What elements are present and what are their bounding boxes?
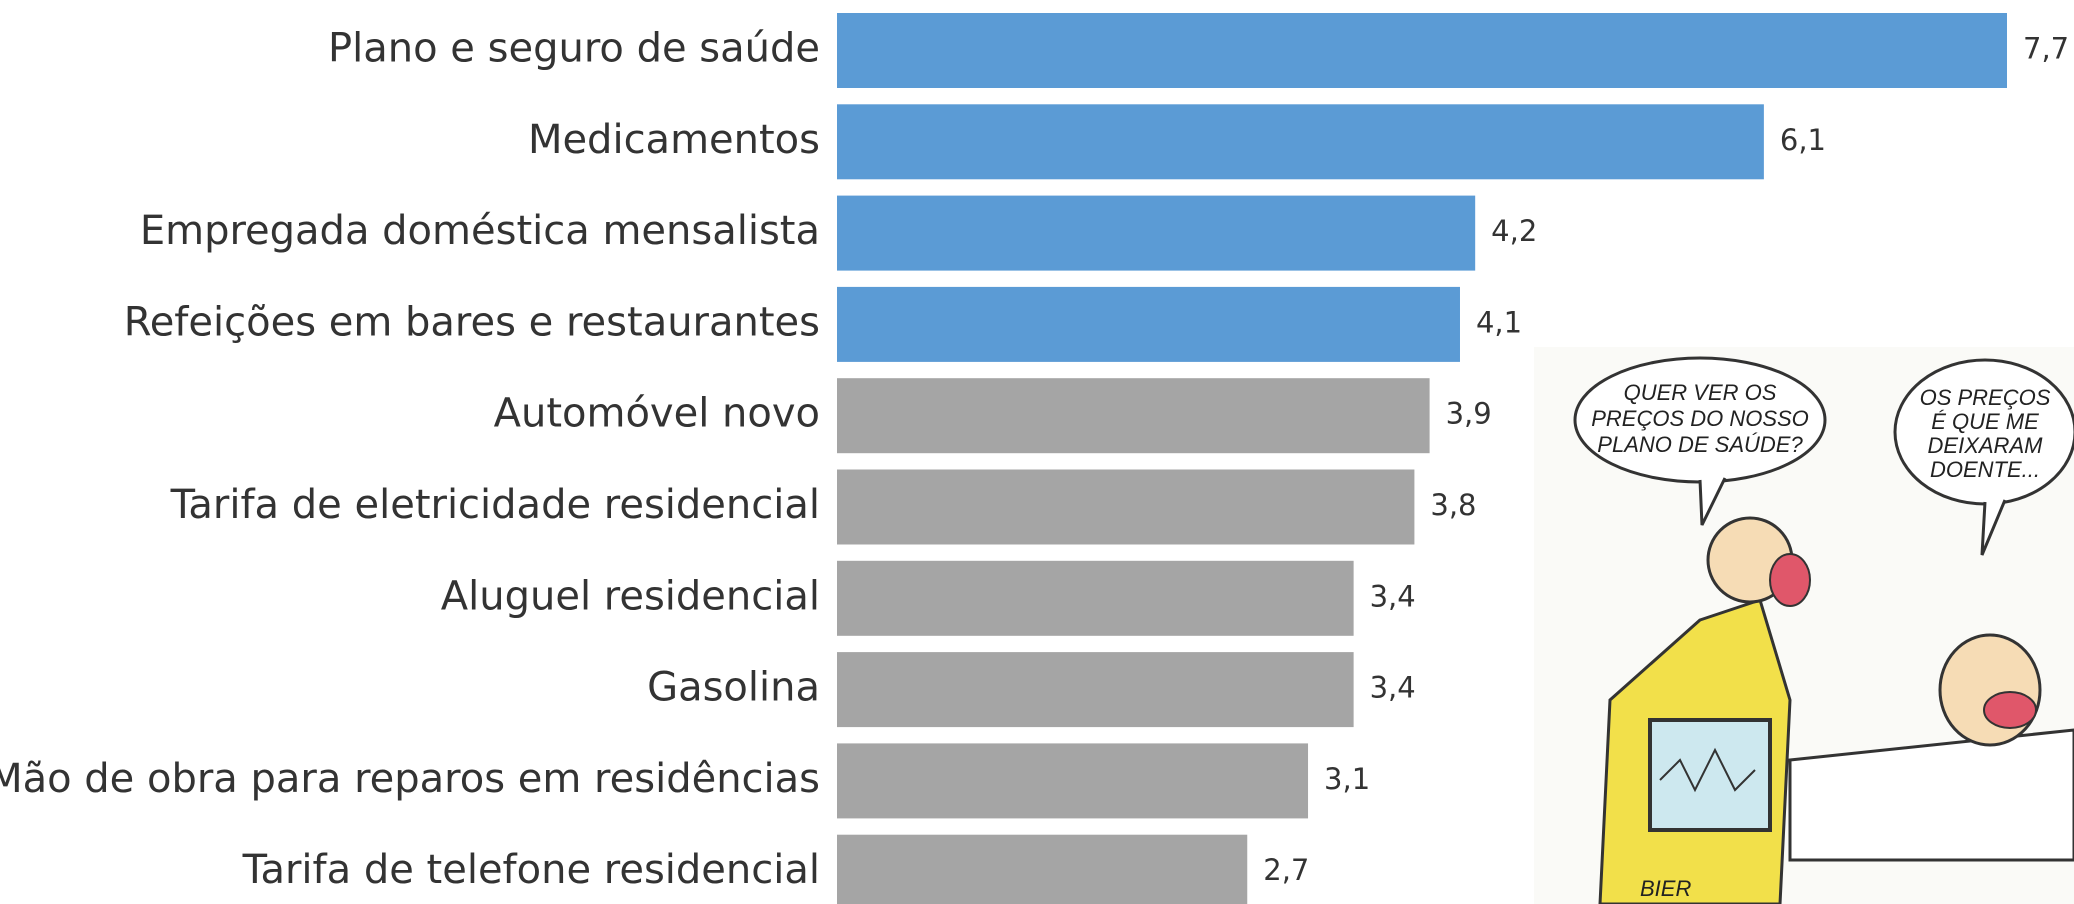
bar bbox=[837, 743, 1309, 819]
bar bbox=[837, 195, 1476, 271]
category-label: Gasolina bbox=[647, 665, 820, 711]
speech-text: QUER VER OS bbox=[1624, 380, 1777, 405]
value-label: 3,9 bbox=[1446, 397, 1492, 431]
value-label: 6,1 bbox=[1780, 123, 1826, 157]
category-label: Aluguel residencial bbox=[441, 573, 820, 619]
speech-text: É QUE ME bbox=[1931, 409, 2039, 434]
category-label: Refeições em bares e restaurantes bbox=[124, 299, 820, 345]
bar bbox=[837, 13, 2007, 88]
category-label: Tarifa de eletricidade residencial bbox=[170, 482, 820, 528]
speech-text: DEIXARAM bbox=[1928, 433, 2044, 458]
value-label: 4,1 bbox=[1476, 305, 1522, 339]
monitor bbox=[1648, 718, 1772, 832]
speech-text: PREÇOS DO NOSSO bbox=[1591, 406, 1809, 431]
monitor-trace bbox=[1659, 747, 1756, 793]
patient-nose bbox=[1983, 691, 2037, 729]
bar bbox=[837, 286, 1460, 362]
value-label: 4,2 bbox=[1491, 214, 1537, 248]
value-label: 2,7 bbox=[1263, 853, 1309, 887]
category-label: Medicamentos bbox=[528, 117, 820, 163]
signature: BIER bbox=[1640, 876, 1691, 901]
category-label: Empregada doméstica mensalista bbox=[140, 208, 820, 254]
speech-tail bbox=[1980, 499, 2007, 556]
value-label: 3,8 bbox=[1430, 488, 1476, 522]
bar bbox=[837, 834, 1248, 904]
value-label: 7,7 bbox=[2023, 32, 2069, 66]
category-label: Automóvel novo bbox=[494, 391, 820, 437]
value-label: 3,4 bbox=[1370, 579, 1416, 613]
speech-text: PLANO DE SAÚDE? bbox=[1597, 432, 1803, 457]
value-label: 3,4 bbox=[1370, 671, 1416, 705]
doctor-nose bbox=[1769, 553, 1811, 607]
speech-text: DOENTE... bbox=[1930, 457, 2040, 482]
category-label: Tarifa de telefone residencial bbox=[242, 847, 820, 893]
value-label: 3,1 bbox=[1324, 762, 1370, 796]
bar bbox=[837, 560, 1354, 636]
bar bbox=[837, 652, 1354, 728]
bar bbox=[837, 378, 1430, 454]
bar bbox=[837, 469, 1415, 545]
bar bbox=[837, 104, 1764, 180]
category-label: Mão de obra para reparos em residências bbox=[0, 756, 820, 802]
patient-head bbox=[1938, 633, 2042, 747]
speech-tail bbox=[1698, 477, 1727, 526]
category-label: Plano e seguro de saúde bbox=[328, 26, 820, 72]
speech-text: OS PREÇOS bbox=[1920, 385, 2051, 410]
